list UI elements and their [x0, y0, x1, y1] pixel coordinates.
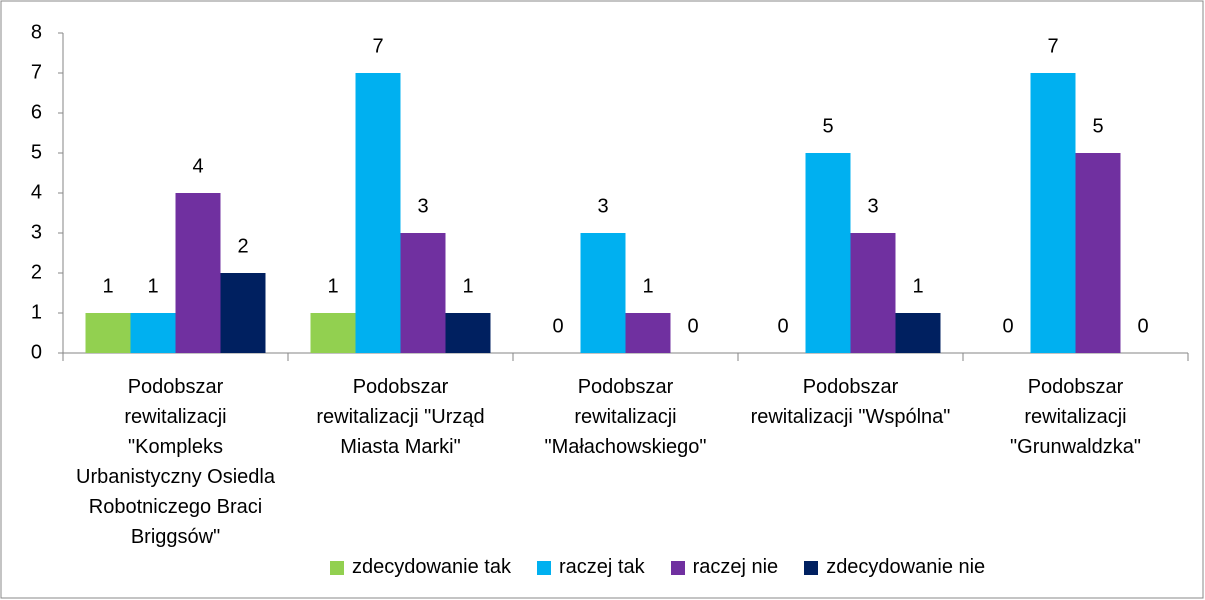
bar — [445, 313, 491, 353]
data-label: 1 — [147, 275, 158, 297]
data-label: 7 — [1047, 35, 1058, 57]
y-tick-label: 6 — [31, 101, 42, 123]
y-tick-label: 2 — [31, 261, 42, 283]
bar — [220, 273, 266, 353]
y-tick-label: 4 — [31, 181, 42, 203]
y-tick-label: 7 — [31, 61, 42, 83]
data-label: 5 — [1092, 115, 1103, 137]
data-label: 1 — [102, 275, 113, 297]
data-label: 3 — [417, 195, 428, 217]
x-tick-label: Podobszar rewitalizacji "Grunwaldzka" — [1010, 376, 1141, 458]
data-label: 0 — [552, 315, 563, 337]
bar — [805, 153, 851, 353]
legend-entry: zdecydowanie tak — [330, 556, 511, 579]
legend-entry: raczej tak — [536, 556, 645, 579]
legend-swatch — [804, 560, 819, 575]
bar — [1075, 153, 1121, 353]
data-label: 5 — [822, 115, 833, 137]
bar — [1030, 73, 1076, 353]
legend-label: zdecydowanie nie — [826, 556, 986, 578]
bar — [895, 313, 941, 353]
bar — [400, 233, 446, 353]
data-label: 1 — [327, 275, 338, 297]
legend-swatch — [670, 560, 685, 575]
x-tick-label: Podobszar rewitalizacji "Urząd Miasta Ma… — [316, 376, 485, 458]
x-tick-label: Podobszar rewitalizacji "Wspólna" — [750, 376, 951, 428]
bar — [625, 313, 671, 353]
data-label: 0 — [1002, 315, 1013, 337]
bar — [850, 233, 896, 353]
legend-entry: raczej nie — [670, 556, 779, 579]
bar — [355, 73, 401, 353]
legend: zdecydowanie tak raczej tak raczej nie zdec… — [330, 556, 985, 579]
y-tick-label: 1 — [31, 301, 42, 323]
bar — [175, 193, 221, 353]
data-label: 3 — [597, 195, 608, 217]
data-label: 3 — [867, 195, 878, 217]
y-tick-label: 8 — [31, 21, 42, 43]
x-tick-label: Podobszar rewitalizacji "Małachowskiego" — [544, 376, 707, 458]
legend-label: raczej nie — [692, 556, 779, 578]
data-label: 2 — [237, 235, 248, 257]
legend-label: zdecydowanie tak — [352, 556, 511, 578]
legend-label: raczej tak — [558, 556, 645, 578]
bar — [310, 313, 356, 353]
y-tick-label: 5 — [31, 141, 42, 163]
y-tick-label: 3 — [31, 221, 42, 243]
data-label: 0 — [1137, 315, 1148, 337]
data-label: 1 — [642, 275, 653, 297]
x-tick-label: Podobszar rewitalizacji "Kompleks Urbani… — [76, 376, 275, 548]
data-label: 4 — [192, 155, 203, 177]
data-label: 0 — [777, 315, 788, 337]
y-tick-label: 0 — [31, 341, 42, 363]
legend-swatch — [330, 560, 344, 575]
data-label: 1 — [462, 275, 473, 297]
legend-entry: zdecydowanie nie — [804, 556, 985, 579]
bar — [85, 313, 131, 353]
bar — [580, 233, 626, 353]
bar — [130, 313, 176, 353]
data-label: 1 — [912, 275, 923, 297]
data-label: 7 — [372, 35, 383, 57]
legend-swatch — [536, 560, 551, 575]
data-label: 0 — [687, 315, 698, 337]
